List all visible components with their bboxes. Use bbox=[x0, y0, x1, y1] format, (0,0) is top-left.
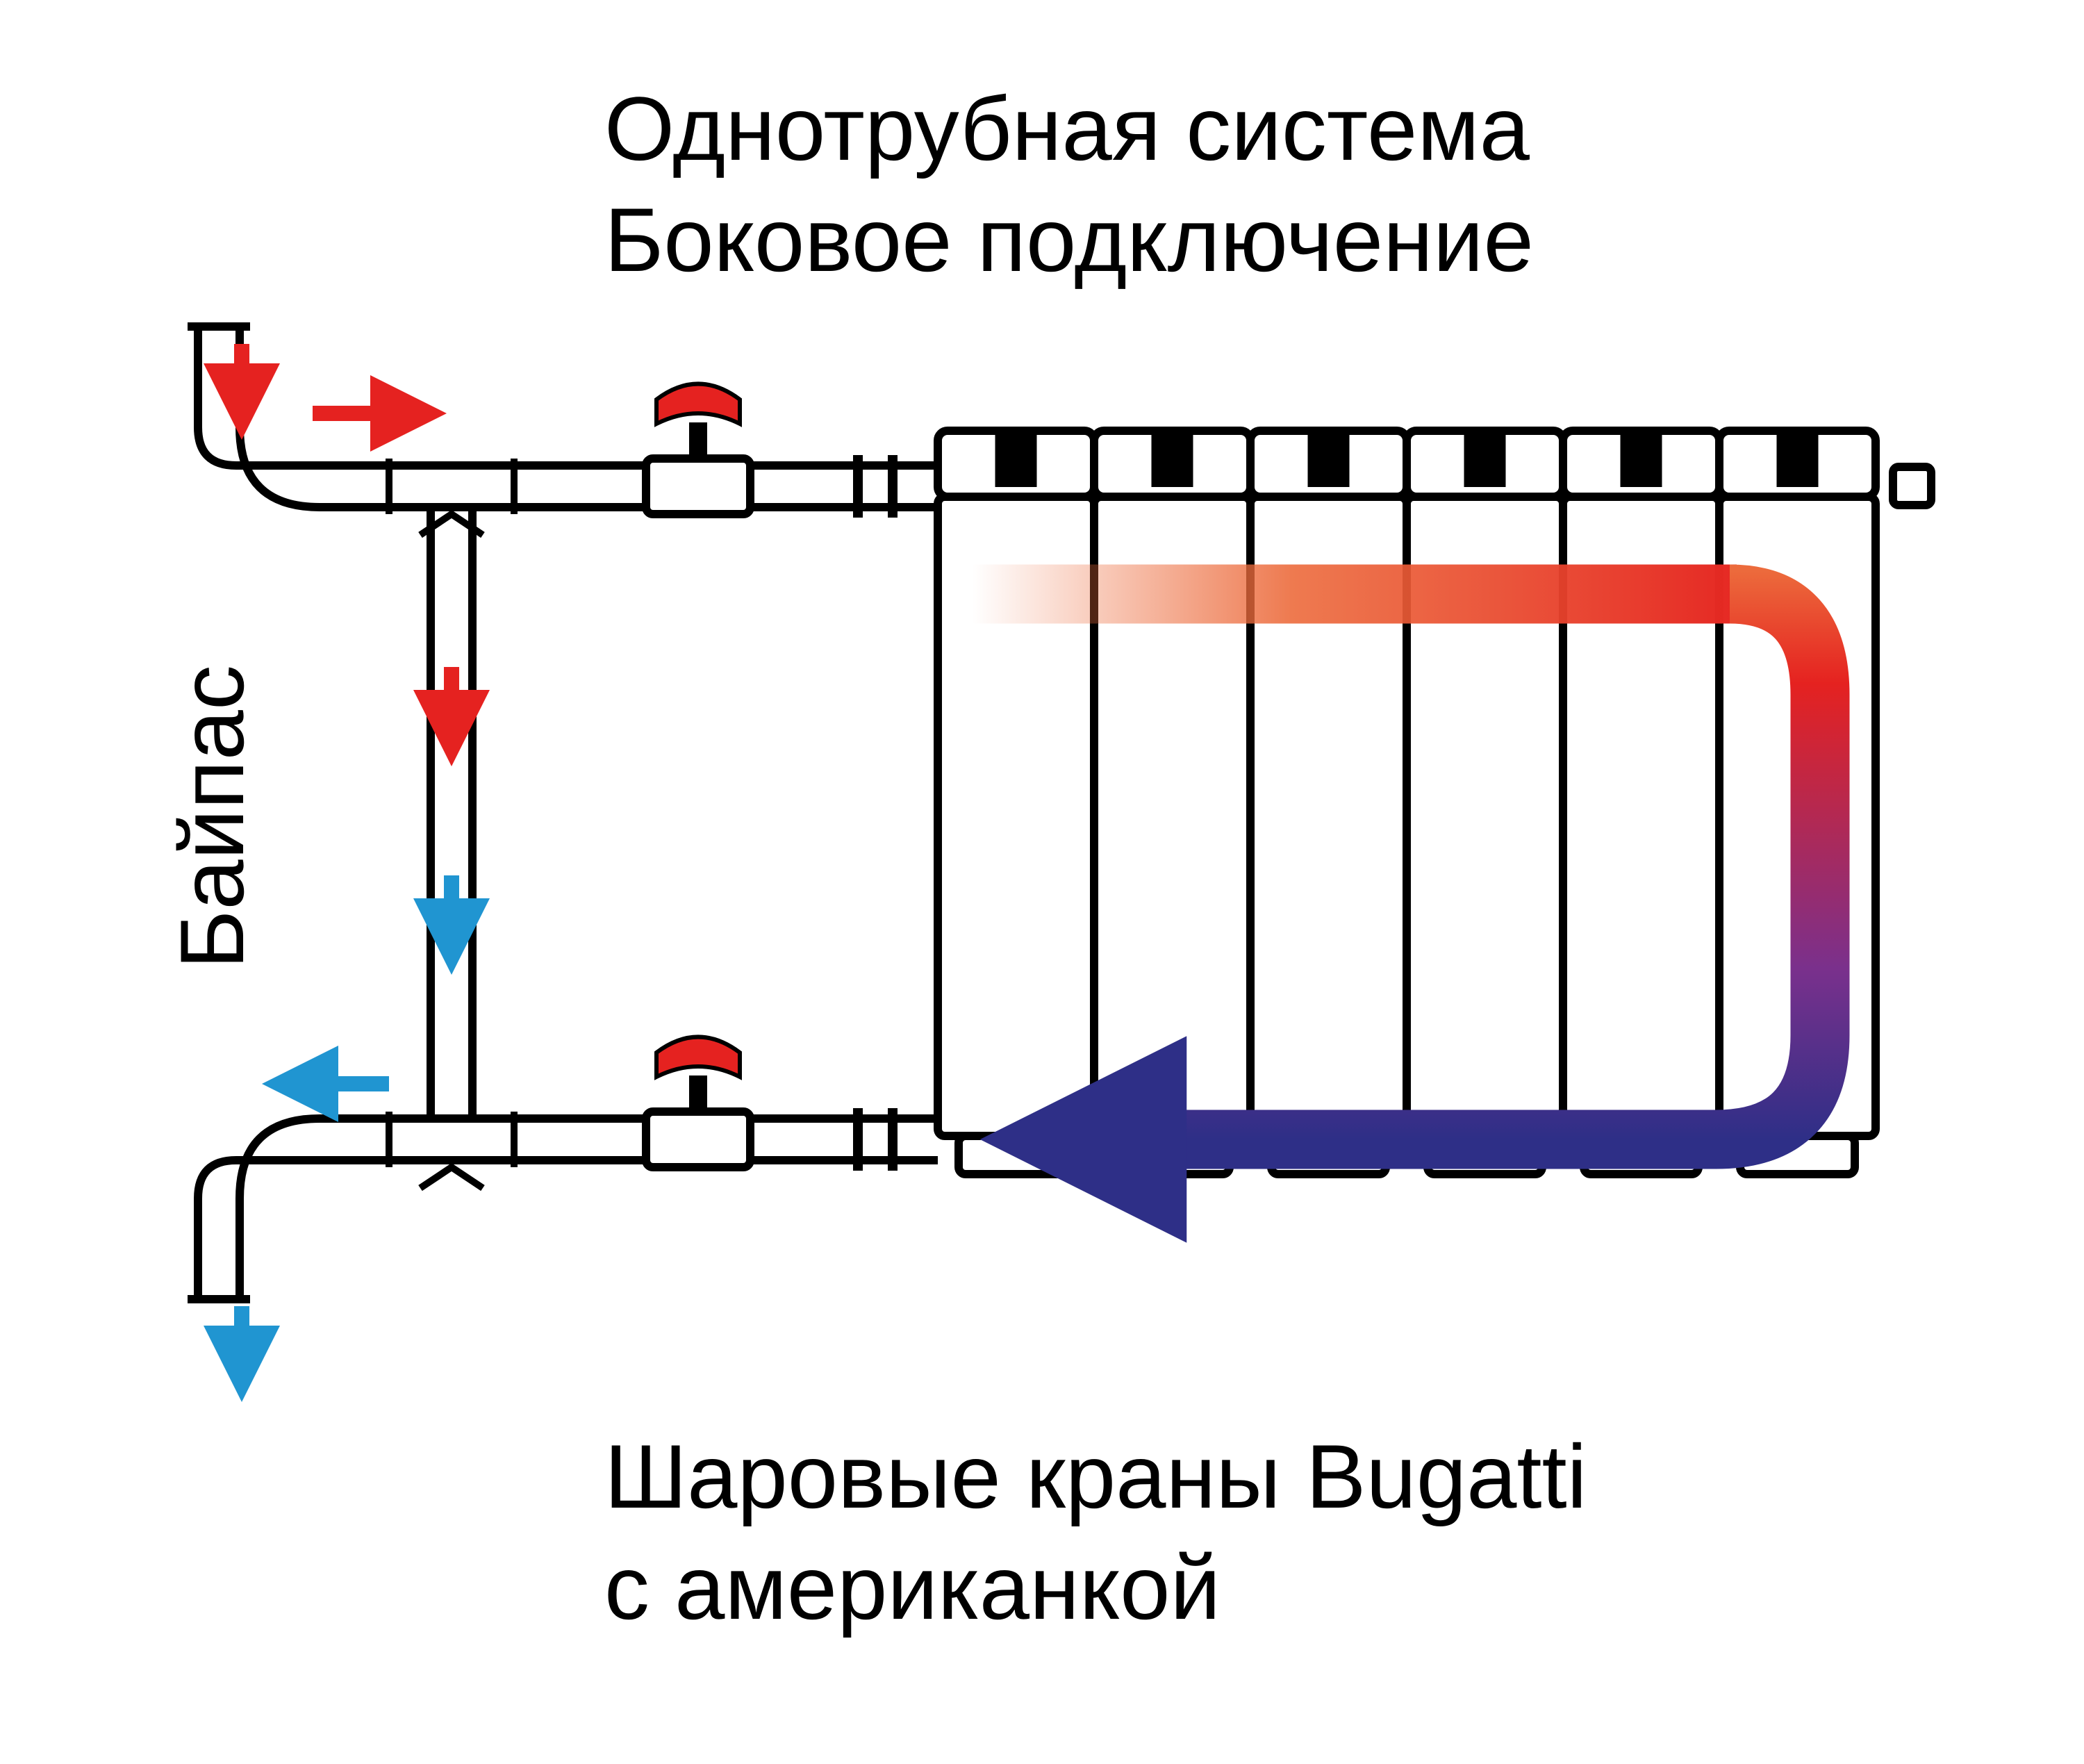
ball-valve-bottom bbox=[646, 1037, 750, 1168]
ball-valve-top bbox=[646, 384, 750, 515]
radiator-diagram bbox=[0, 0, 2084, 1764]
radiator bbox=[938, 431, 1931, 1174]
piping bbox=[188, 327, 938, 1299]
